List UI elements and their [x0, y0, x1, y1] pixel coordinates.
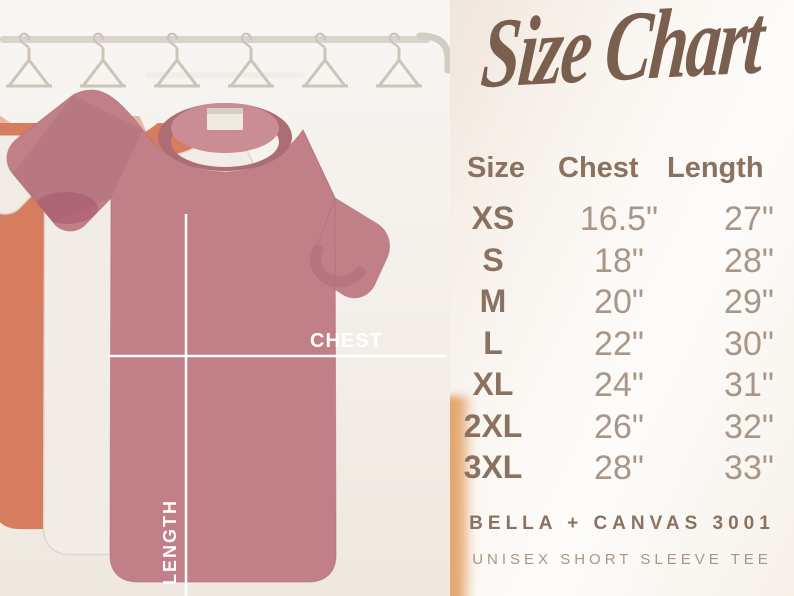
- svg-text:LENGTH: LENGTH: [160, 499, 180, 585]
- svg-text:CHEST: CHEST: [310, 330, 383, 352]
